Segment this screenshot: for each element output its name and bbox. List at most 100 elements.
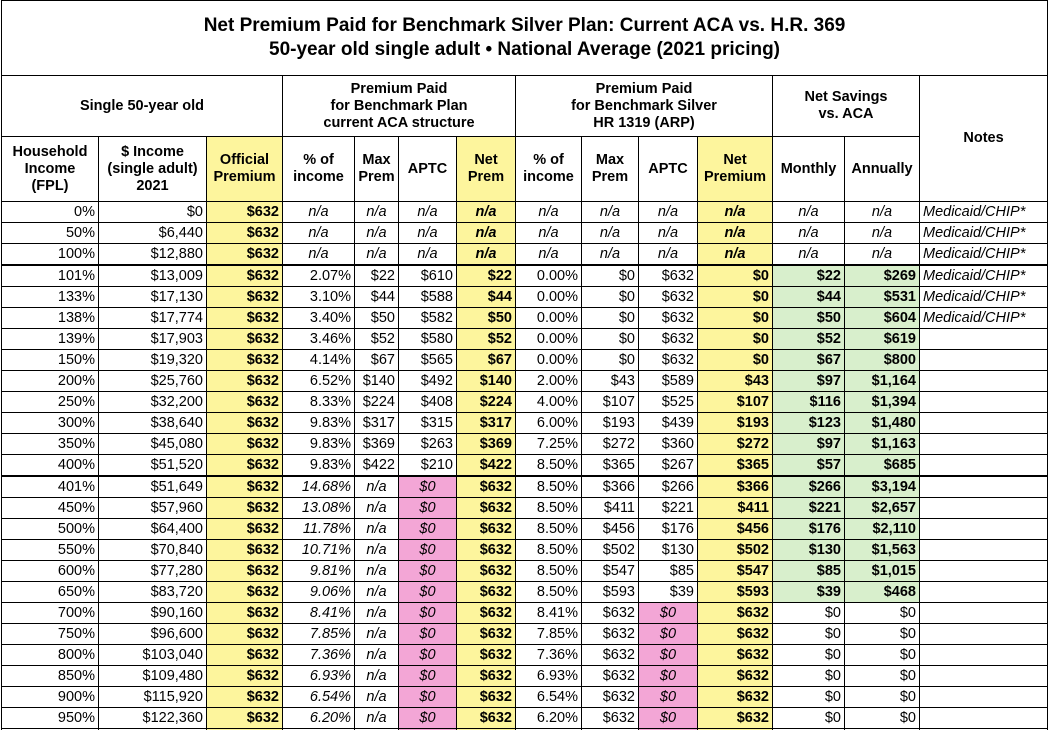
note-cell (918, 581, 1048, 603)
table-cell: 8.50% (515, 497, 582, 519)
table-cell: $0 (697, 349, 773, 371)
note-cell: Medicaid/CHIP* (918, 307, 1048, 329)
table-cell: $210 (398, 454, 457, 477)
table-cell: $632 (456, 560, 516, 582)
table-cell: $632 (206, 518, 283, 540)
table-cell: $632 (206, 707, 283, 729)
table-cell: n/a (456, 222, 516, 244)
table-cell: $1,480 (844, 412, 920, 434)
group-header-line: for Benchmark Plan (330, 97, 468, 114)
column-header-line: Premium (213, 169, 276, 185)
note-cell (918, 623, 1048, 645)
column-header: Max Prem (354, 136, 399, 202)
table-cell: $22 (354, 264, 399, 287)
table-cell: 10.71% (282, 539, 355, 561)
table-cell: n/a (515, 201, 582, 223)
table-cell: n/a (354, 602, 399, 624)
group-header: Premium Paid for Benchmark Plan current AC… (282, 75, 516, 137)
table-cell: 0.00% (515, 307, 582, 329)
column-header: % of income (515, 136, 582, 202)
table-cell: $116 (772, 391, 845, 413)
column-header-line: Max (362, 152, 391, 168)
table-cell: 700% (1, 602, 99, 624)
table-cell: $57 (772, 454, 845, 477)
table-cell: n/a (456, 201, 516, 223)
table-cell: 200% (1, 370, 99, 392)
table-cell: 0.00% (515, 328, 582, 350)
note-cell (918, 644, 1048, 666)
table-cell: $632 (456, 581, 516, 603)
table-cell: 250% (1, 391, 99, 413)
table-cell: $193 (581, 412, 639, 434)
table-cell: $221 (772, 497, 845, 519)
table-cell: 6.54% (515, 686, 582, 708)
table-cell: $408 (398, 391, 457, 413)
table-cell: $632 (581, 623, 639, 645)
table-cell: 9.83% (282, 412, 355, 434)
data-row: 200% $25,760 $632 6.52% $140 $492 $140 2.00% $43… (1, 370, 1048, 392)
table-cell: $632 (456, 518, 516, 540)
table-cell: $632 (697, 602, 773, 624)
column-header-line: $ Income (121, 143, 184, 160)
table-cell: n/a (354, 560, 399, 582)
table-cell: $0 (398, 497, 457, 519)
table-cell: $632 (697, 623, 773, 645)
column-header: Household Income (FPL) (1, 136, 99, 202)
data-row: 50% $6,440 $632 n/a n/a n/a n/a n/a n/a n/a n/a n/a… (1, 222, 1048, 244)
column-header-line: (single adult) (107, 160, 198, 177)
table-cell: n/a (354, 243, 399, 266)
table-cell: n/a (456, 243, 516, 266)
table-cell: 9.81% (282, 560, 355, 582)
table-cell: $632 (581, 686, 639, 708)
table-cell: n/a (697, 222, 773, 244)
table-cell: n/a (354, 201, 399, 223)
table-cell: $263 (398, 433, 457, 455)
table-cell: $0 (772, 686, 845, 708)
table-cell: 3.40% (282, 307, 355, 329)
table-cell: n/a (398, 243, 457, 266)
table-cell: $0 (772, 644, 845, 666)
table-cell: $85 (772, 560, 845, 582)
table-cell: 7.85% (282, 623, 355, 645)
table-cell: 8.41% (515, 602, 582, 624)
column-header-line: Household (12, 143, 88, 160)
data-row: 401% $51,649 $632 14.68% n/a $0 $632 8.50% $366 $… (1, 475, 1048, 498)
column-header-line: Net (474, 152, 498, 168)
table-cell: $50 (772, 307, 845, 329)
table-cell: $97 (772, 433, 845, 455)
column-header-line: Annually (851, 160, 913, 177)
table-cell: $366 (581, 475, 639, 498)
data-row: 0% $0 $632 n/a n/a n/a n/a n/a n/a n/a n/a n/a n/a Me… (1, 201, 1048, 223)
data-row: 139% $17,903 $632 3.46% $52 $580 $52 0.00% $0 $63… (1, 328, 1048, 350)
table-cell: $632 (206, 412, 283, 434)
table-cell: n/a (354, 623, 399, 645)
table-cell: $44 (772, 286, 845, 308)
table-cell: $115,920 (98, 686, 207, 708)
table-cell: $0 (638, 686, 698, 708)
table-cell: $43 (581, 370, 639, 392)
table-cell: $45,080 (98, 433, 207, 455)
table-cell: $0 (398, 665, 457, 687)
group-header-line: Notes (963, 130, 1004, 146)
table-cell: 500% (1, 518, 99, 540)
table-cell: 6.00% (515, 412, 582, 434)
group-header-line: current ACA structure (323, 114, 475, 131)
table-cell: 6.54% (282, 686, 355, 708)
table-cell: $0 (844, 623, 920, 645)
table-cell: $176 (772, 518, 845, 540)
data-row: 800% $103,040 $632 7.36% n/a $0 $632 7.36% $632 $… (1, 644, 1048, 666)
table-cell: $317 (456, 412, 516, 434)
table-cell: 6.20% (515, 707, 582, 729)
table-cell: 8.50% (515, 475, 582, 498)
table-cell: $1,563 (844, 539, 920, 561)
table-cell: $272 (697, 433, 773, 455)
table-cell: 350% (1, 433, 99, 455)
data-row: 300% $38,640 $632 9.83% $317 $315 $317 6.00% $19… (1, 412, 1048, 434)
table-cell: $67 (456, 349, 516, 371)
table-cell: n/a (398, 201, 457, 223)
table-cell: n/a (354, 581, 399, 603)
table-cell: $90,160 (98, 602, 207, 624)
table-cell: 11.78% (282, 518, 355, 540)
